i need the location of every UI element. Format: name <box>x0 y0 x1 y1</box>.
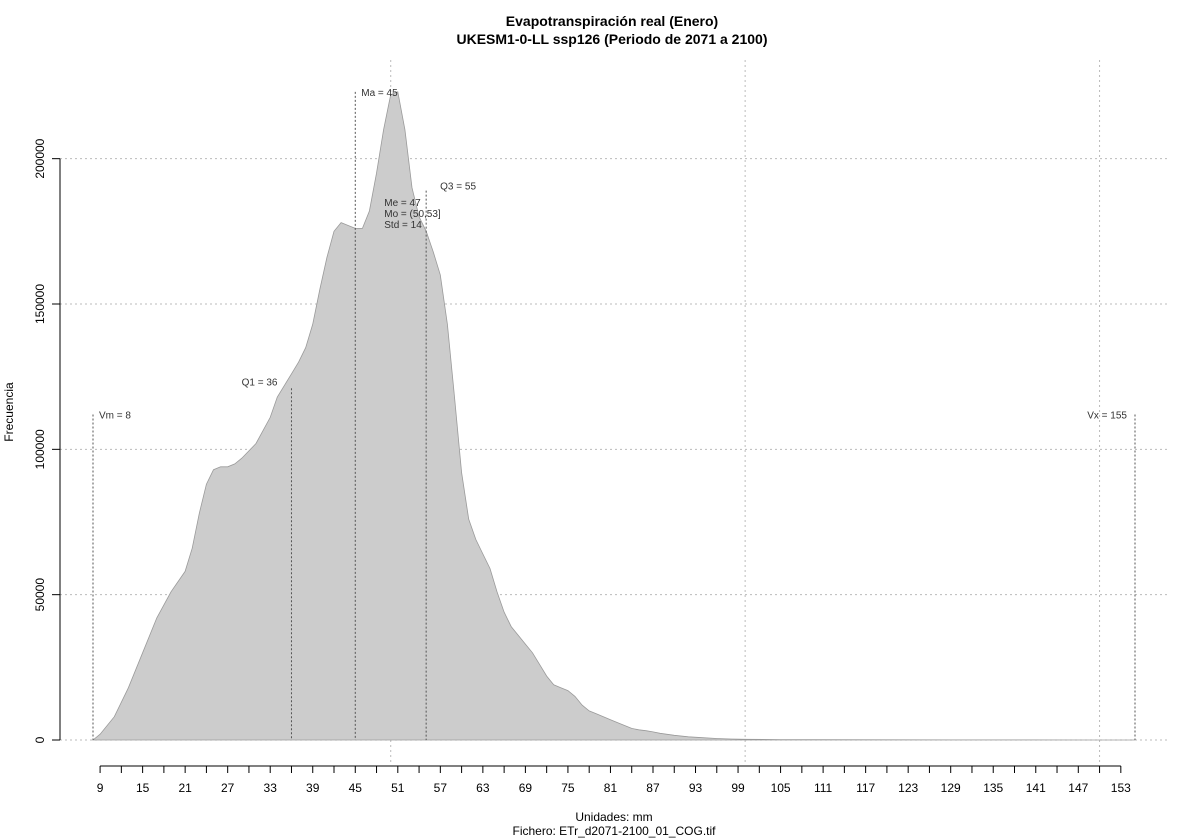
x-tick-label: 117 <box>856 781 875 795</box>
stat-label: Me = 47 <box>384 198 421 209</box>
file-caption: Fichero: ETr_d2071-2100_01_COG.tif <box>513 824 717 838</box>
x-tick-label: 87 <box>646 781 660 795</box>
chart-title: Evapotranspiración real (Enero) <box>506 13 718 29</box>
x-tick-label: 147 <box>1068 781 1088 795</box>
x-tick-label: 45 <box>349 781 363 795</box>
x-tick-label: 129 <box>941 781 961 795</box>
frequency-area <box>91 91 1135 741</box>
x-tick-label: 21 <box>178 781 192 795</box>
x-tick-label: 9 <box>97 781 104 795</box>
x-tick-label: 99 <box>731 781 745 795</box>
marker-label: Q1 = 36 <box>242 377 278 388</box>
x-tick-label: 63 <box>476 781 490 795</box>
x-tick-label: 105 <box>771 781 791 795</box>
y-axis: 0 50000 100000 150000 200000 <box>33 138 61 743</box>
y-tick-label: 0 <box>33 736 47 743</box>
chart-subtitle: UKESM1-0-LL ssp126 (Periodo de 2071 a 21… <box>457 31 768 47</box>
x-tick-label: 75 <box>561 781 575 795</box>
x-tick-label: 141 <box>1026 781 1046 795</box>
x-tick-label: 81 <box>604 781 618 795</box>
x-tick-label: 153 <box>1111 781 1131 795</box>
x-tick-label: 111 <box>814 781 833 795</box>
x-tick-label: 33 <box>264 781 278 795</box>
marker-label: Vm = 8 <box>99 410 131 421</box>
statistic-markers: Vm = 8 Q1 = 36 Ma = 45 Q3 = 55 Vx = 155 <box>92 88 1136 740</box>
x-axis-label: Unidades: mm <box>575 810 652 824</box>
y-axis-label: Frecuencia <box>2 382 16 442</box>
density-area <box>91 91 1135 741</box>
y-tick-label: 200000 <box>33 138 47 178</box>
y-tick-label: 100000 <box>33 429 47 469</box>
x-tick-label: 15 <box>136 781 150 795</box>
y-tick-label: 50000 <box>33 578 47 612</box>
x-axis: 9 15 21 27 33 39 45 51 57 63 69 75 81 87 93 99 105 111 117… <box>97 765 1131 795</box>
marker-label: Q3 = 55 <box>440 182 476 193</box>
x-tick-label: 123 <box>898 781 918 795</box>
x-tick-label: 135 <box>983 781 1003 795</box>
x-tick-label: 93 <box>689 781 703 795</box>
x-tick-label: 27 <box>221 781 235 795</box>
x-tick-label: 69 <box>519 781 533 795</box>
x-tick-label: 39 <box>306 781 320 795</box>
marker-label: Vx = 155 <box>1087 410 1127 421</box>
stat-label: Mo = (50,53] <box>384 209 441 220</box>
y-tick-label: 150000 <box>33 284 47 324</box>
x-tick-label: 57 <box>434 781 448 795</box>
x-tick-label: 51 <box>391 781 405 795</box>
stat-label: Std = 14 <box>384 220 422 231</box>
marker-label: Ma = 45 <box>361 88 398 99</box>
